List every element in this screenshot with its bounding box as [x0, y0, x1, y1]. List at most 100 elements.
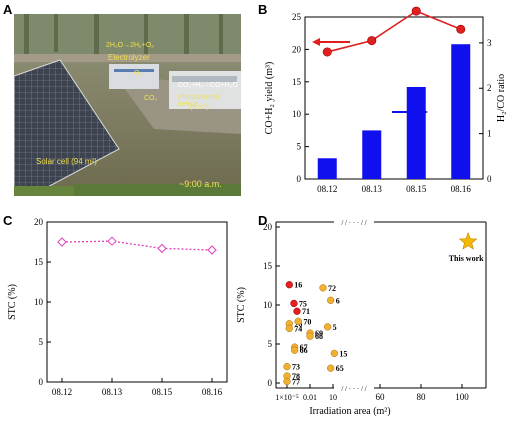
chart-d-xtick-label: 1×10⁻⁵ [275, 393, 299, 402]
chart-d-point-label: 67 [300, 343, 308, 352]
chart-c-ylabel: STC (%) [7, 284, 18, 320]
chart-d-break-top: / / · · · / / [341, 219, 366, 227]
chart-d-point-label: 69 [315, 329, 323, 338]
panel-d-label: D [258, 213, 268, 228]
field-photo: 2H₂O→2H₂+O₂ Electrolyzer O₂ CO₂ CO₂+H₂→C… [14, 14, 241, 196]
photothermal-label: Photothermal device [178, 94, 220, 108]
chart-d-point-label: 75 [299, 299, 307, 308]
chart-d-ytick-label: 0 [268, 378, 273, 388]
chart-b-ytick-left-label: 0 [297, 174, 302, 184]
chart-d-xlabel: Irradiation area (m²) [309, 406, 390, 417]
chart-d-xtick-label: 100 [455, 392, 469, 402]
panel-b-label: B [258, 2, 268, 17]
chart-d-point-label: 5 [333, 323, 337, 332]
chart-d-point-label: 71 [302, 307, 310, 316]
chart-b-ytick-left-label: 5 [297, 142, 302, 152]
chart-d-ytick-label: 10 [263, 300, 273, 310]
o2-label: O₂ [134, 70, 143, 77]
chart-c: STC (%) 0 5 10 15 20 08.12 08.13 08.15 08.16 [7, 217, 228, 397]
chart-d-ylabel: STC (%) [236, 287, 247, 323]
chart-d-point-label: 77 [292, 377, 300, 386]
chart-c-xtick-label: 08.12 [52, 387, 72, 397]
chart-b-ylabel-left: CO+H₂ yield (m³) [264, 62, 275, 135]
chart-b-ytick-left-label: 25 [292, 12, 302, 22]
chart-d-point [285, 281, 293, 289]
chart-c-ytick-label: 20 [34, 217, 44, 227]
chart-b-xtick-label: 08.15 [406, 184, 427, 194]
chart-b-xtick-label: 08.13 [362, 184, 383, 194]
chart-d-point [306, 332, 314, 340]
chart-d-xtick-label: 10 [329, 393, 337, 402]
chart-b-ytick-right-label: 2 [487, 83, 492, 93]
chart-d-break-bottom: / / · · · / / [341, 385, 366, 393]
solar-cell-label: Solar cell (94 m²) [36, 157, 97, 166]
chart-d-point-label: 15 [339, 349, 347, 358]
chart-d-point [283, 362, 291, 371]
chart-d-xtick-label: 80 [417, 392, 427, 402]
chart-c-ytick-label: 15 [34, 257, 44, 267]
chart-c-xtick-label: 08.15 [152, 387, 173, 397]
chart-c-ytick-label: 10 [34, 297, 44, 307]
chart-b-ytick-right-label: 1 [487, 129, 492, 139]
chart-d-point [327, 364, 335, 372]
chart-d-point-label: 66 [300, 346, 308, 355]
chart-b-ytick-right-label: 0 [487, 174, 492, 184]
chart-b-ratio-point [411, 6, 421, 16]
chart-b-ytick-left-label: 15 [292, 77, 302, 87]
chart-b: CO+H₂ yield (m³) H₂/CO ratio 05101520250… [264, 6, 507, 194]
chart-c-frame [46, 221, 228, 383]
chart-d-point [283, 377, 291, 386]
chart-b-ytick-left-label: 10 [292, 109, 302, 119]
chart-b-xtick-label: 08.12 [317, 184, 337, 194]
chart-b-bar [317, 158, 337, 179]
chart-d-ytick-label: 15 [263, 261, 273, 271]
chart-b-ratio-point [456, 24, 466, 34]
chart-b-bar [362, 130, 382, 179]
chart-b-ylabel-right: H₂/CO ratio [496, 74, 507, 122]
chart-c-stc-point [207, 245, 217, 255]
chart-b-ytick-right-label: 3 [487, 38, 492, 48]
chart-c-ytick-label: 5 [39, 337, 44, 347]
photothermal-area: (9 m²) [190, 104, 209, 111]
chart-d-point-label: 6 [336, 296, 340, 305]
chart-b-frame [304, 16, 484, 180]
photo-scene [14, 14, 241, 196]
chart-d-point [327, 296, 335, 304]
chart-c-stc-point [57, 237, 67, 247]
chart-d-point-label: 73 [292, 363, 300, 372]
chart-c-stc-point [107, 236, 117, 246]
chart-d-point [285, 324, 293, 333]
chart-d-point [293, 307, 301, 315]
chart-b-xtick-label: 08.16 [451, 184, 472, 194]
chart-d-point-label: 68 [315, 332, 323, 341]
chart-b-ratio-point [322, 47, 332, 57]
photothermal-equation: CO₂+H₂→CO+H₂O [178, 82, 238, 89]
chart-d-point-label: 72 [328, 284, 336, 293]
chart-d-point-this-work [458, 231, 478, 250]
chart-d-point [290, 299, 298, 308]
chart-d-point [291, 346, 299, 354]
co2-label: CO₂ [144, 95, 158, 102]
chart-c-xtick-label: 08.13 [102, 387, 123, 397]
chart-b-ytick-left-label: 20 [292, 44, 302, 54]
chart-c-stc-line [61, 240, 213, 251]
chart-b-bar [406, 86, 426, 179]
chart-d-xtick-label: 60 [376, 392, 386, 402]
chart-b-ratio-point [367, 36, 377, 46]
chart-d-point [330, 349, 339, 358]
electrolyzer-equation: 2H₂O→2H₂+O₂ [106, 42, 155, 49]
chart-d-point [319, 284, 327, 292]
chart-d-point [323, 323, 332, 331]
chart-c-stc-point [157, 243, 167, 254]
chart-d-point-label: 74 [294, 324, 302, 333]
time-label: ~9:00 a.m. [179, 179, 222, 189]
panel-c-label: C [3, 213, 13, 228]
chart-b-bar [451, 44, 471, 179]
electrolyzer-label: Electrolyzer [108, 53, 150, 62]
chart-c-xtick-label: 08.16 [202, 387, 223, 397]
panel-a-label: A [3, 2, 13, 17]
chart-d-point-label: This work [449, 254, 484, 263]
chart-d-point-label: 65 [336, 364, 344, 373]
chart-d-point-label: 70 [303, 317, 311, 326]
